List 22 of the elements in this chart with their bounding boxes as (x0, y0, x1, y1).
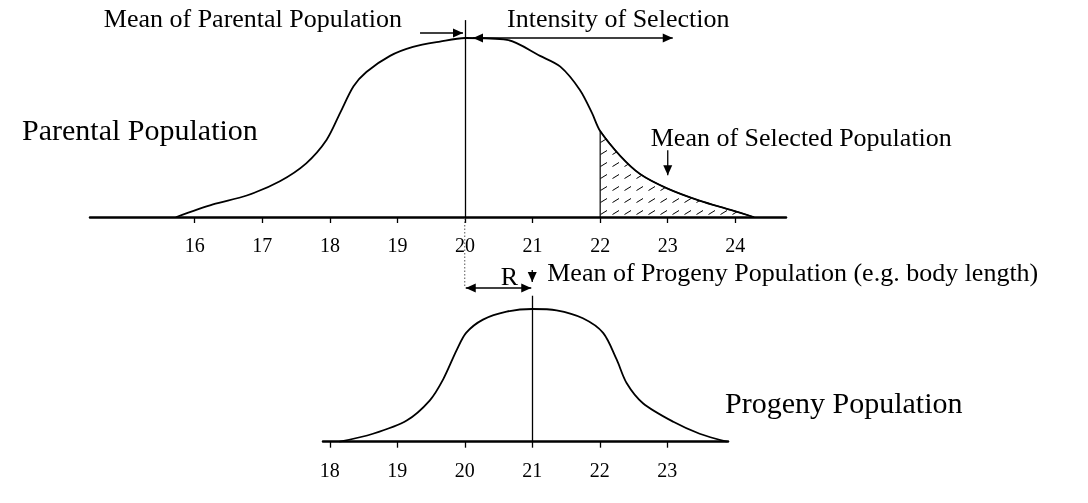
x-tick-label: 21 (522, 234, 543, 256)
legend-label: Mean of Progeny Population (e.g. body length) (547, 258, 1039, 287)
text: R (500, 262, 519, 291)
x-tick-label: 21 (522, 458, 543, 481)
x-tick-label: 19 (387, 234, 408, 256)
x-tick-label: 19 (387, 458, 408, 481)
text: Intensity of Selection (507, 4, 730, 33)
x-tick-label: 22 (590, 234, 611, 256)
x-tick-label: 23 (657, 458, 678, 481)
x-tick-label: 18 (319, 234, 340, 256)
annotation: Mean of Selected Population (650, 123, 952, 153)
ref-line-label: Mean of Parental Population (103, 4, 403, 33)
x-tick-label: 16 (184, 234, 205, 256)
x-tick-label: 22 (589, 458, 610, 481)
x-tick-label: 18 (319, 458, 340, 481)
x-tick-label: 20 (455, 234, 476, 256)
x-tick-label: 23 (657, 234, 678, 256)
x-tick-label: 20 (454, 458, 475, 481)
x-tick-label: 17 (252, 234, 273, 256)
series-label: Progeny Population (725, 386, 963, 419)
series-label: Parental Population (22, 113, 258, 146)
x-tick-label: 24 (725, 234, 746, 256)
